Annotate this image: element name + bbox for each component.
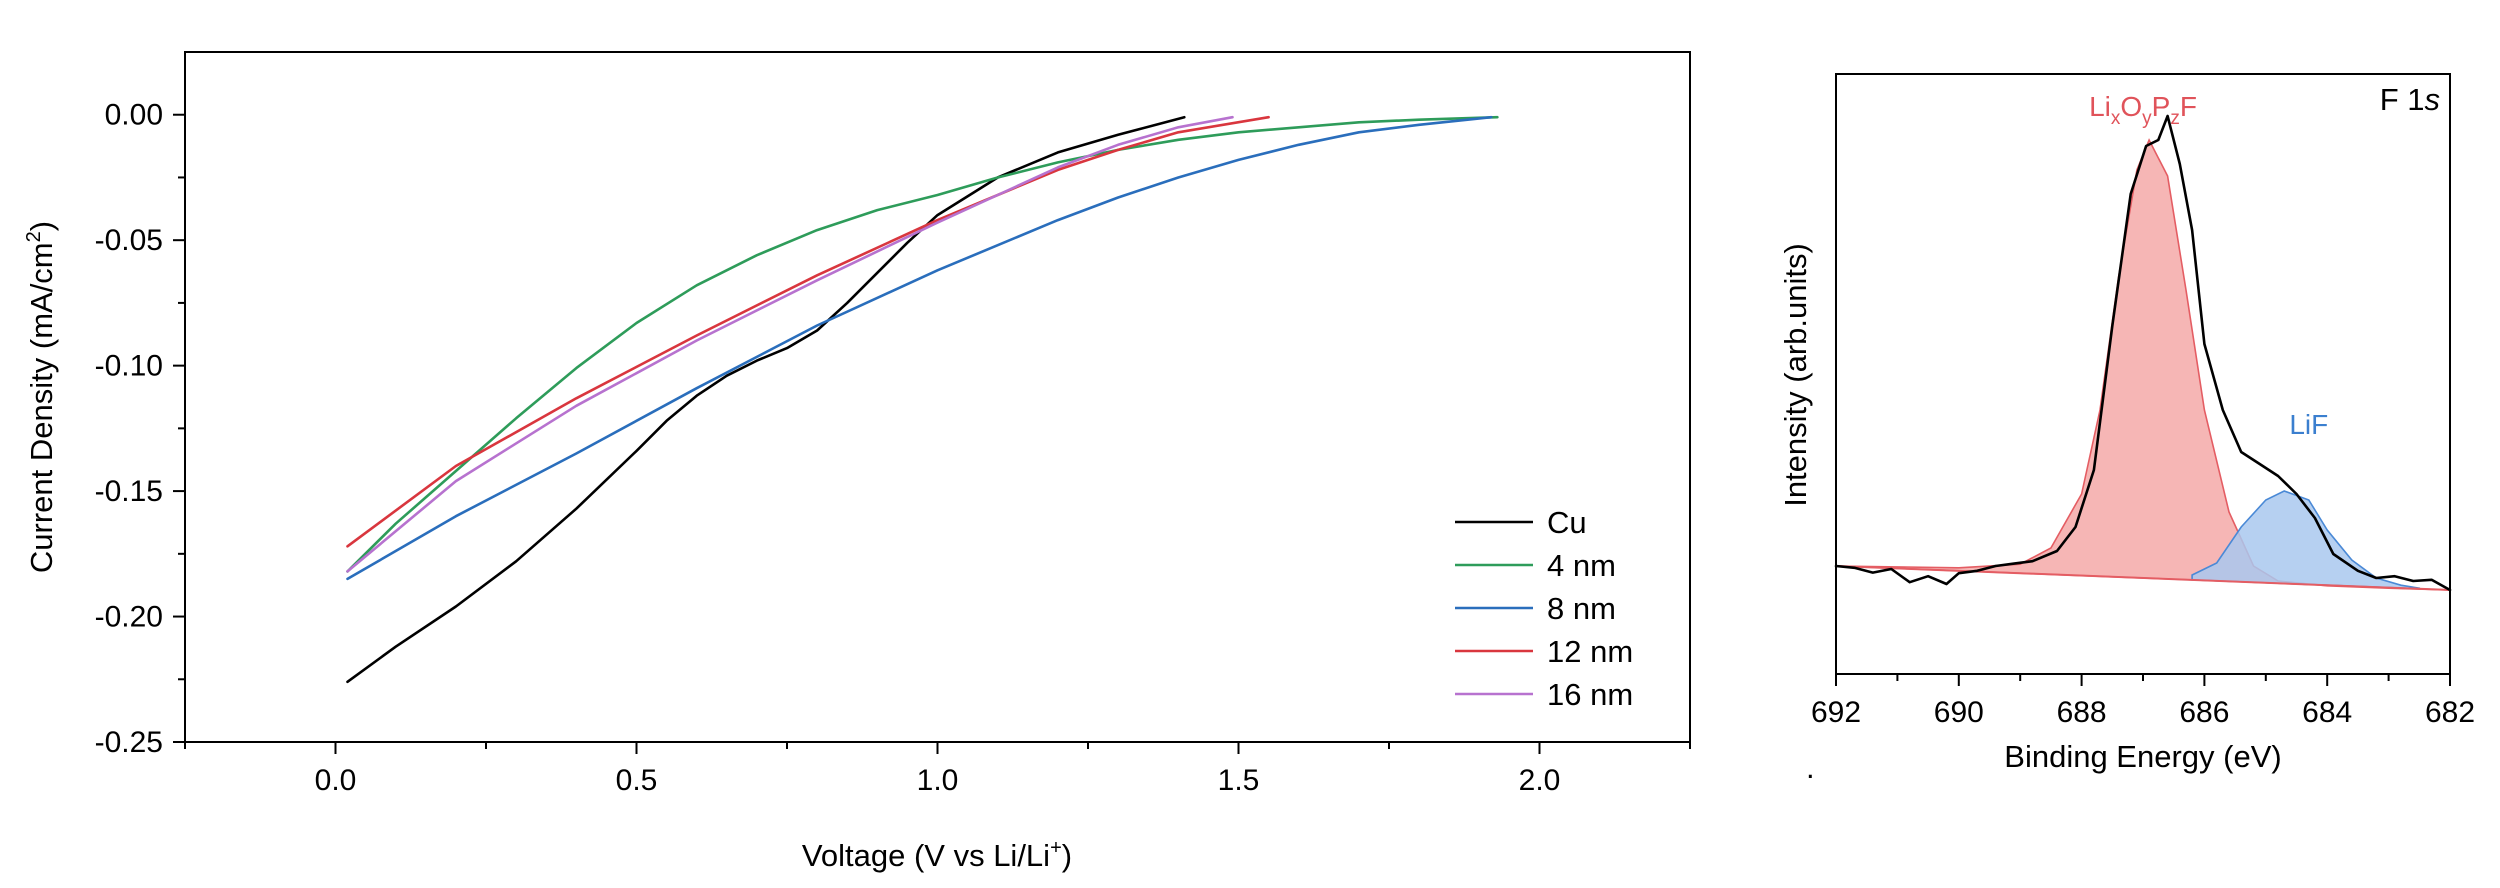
left-y-tick-label: 0.00 <box>105 99 163 132</box>
legend-label: 12 nm <box>1547 634 1633 669</box>
left-y-axis-title-sup: 2 <box>23 231 45 242</box>
peak-label: LiF <box>2289 409 2328 440</box>
peak-label-part: P <box>2152 91 2171 122</box>
peak-fill-lixoypzf <box>1835 138 2451 591</box>
peak-label-part: O <box>2120 91 2142 122</box>
peak-label-part: Li <box>2089 91 2111 122</box>
legend-label: Cu <box>1547 505 1587 540</box>
right-x-tick-label: 692 <box>1811 696 1861 729</box>
f1s-annotation-italic: s <box>2425 82 2441 117</box>
baseline-line <box>1835 565 2451 591</box>
left-x-tick-label: 2.0 <box>1519 764 1561 797</box>
left-y-tick-label: -0.10 <box>95 350 163 383</box>
footnote-dot: . <box>1806 750 1815 785</box>
right-fills-group <box>1835 138 2451 591</box>
left-x-axis-title-end: ) <box>1062 838 1072 873</box>
peak-label-subscript: z <box>2170 108 2180 129</box>
right-x-tick-label: 690 <box>1934 696 1984 729</box>
left-plot-frame <box>184 51 1691 743</box>
left-x-axis-title: Voltage (V vs Li/Li+) <box>802 837 1072 873</box>
right-x-tick-label: 682 <box>2425 696 2475 729</box>
legend-label: 4 nm <box>1547 548 1616 583</box>
right-x-ticks: 692 690 688 686 684 682 <box>1811 674 2475 729</box>
right-x-axis-title: Binding Energy (eV) <box>2004 739 2281 774</box>
left-y-ticks: 0.00 -0.05 -0.10 -0.15 -0.20 -0.25 <box>95 99 185 759</box>
raw-spectrum-line <box>1834 114 2452 592</box>
right-x-tick-label: 686 <box>2179 696 2229 729</box>
left-y-tick-label: -0.25 <box>95 726 163 759</box>
left-y-tick-label: -0.20 <box>95 601 163 634</box>
f1s-annotation-main: F 1 <box>2380 82 2425 117</box>
series-line-12-nm <box>346 115 1270 548</box>
series-line-4-nm <box>346 115 1499 573</box>
f1s-annotation: F 1s <box>2380 82 2440 117</box>
left-y-tick-label: -0.15 <box>95 475 163 508</box>
left-x-axis-title-main: Voltage (V vs Li/Li <box>802 838 1050 873</box>
left-x-ticks: 0.0 0.5 1.0 1.5 2.0 <box>184 742 1691 797</box>
left-x-axis-title-sup: + <box>1050 837 1062 859</box>
peak-label: LixOyPzF <box>2089 91 2197 129</box>
xps-f1s-plot: 692 690 688 686 684 682 Intensity (arb.units)… <box>1778 73 2475 774</box>
left-x-tick-label: 0.0 <box>315 764 357 797</box>
right-x-tick-label: 684 <box>2302 696 2352 729</box>
series-line-cu <box>346 115 1186 684</box>
left-y-axis-title-main: Current Density (mA/cm <box>24 242 59 573</box>
left-x-tick-label: 1.0 <box>917 764 959 797</box>
left-x-tick-label: 0.5 <box>616 764 658 797</box>
left-y-axis-title-end: ) <box>24 221 59 231</box>
series-line-16-nm <box>346 115 1234 573</box>
right-x-tick-label: 688 <box>2057 696 2107 729</box>
current-density-plot: 0.00 -0.05 -0.10 -0.15 -0.20 -0.25 0.0 0.5 1.0 1… <box>23 51 1691 873</box>
left-x-tick-label: 1.5 <box>1218 764 1260 797</box>
peak-label-subscript: y <box>2142 108 2152 129</box>
legend: Cu 4 nm 8 nm 12 nm 16 nm <box>1455 505 1633 712</box>
left-series-group <box>346 115 1499 684</box>
left-y-tick-label: -0.05 <box>95 224 163 257</box>
series-line-8-nm <box>346 115 1493 581</box>
peak-label-part: F <box>2180 91 2197 122</box>
legend-label: 16 nm <box>1547 677 1633 712</box>
left-y-axis-title: Current Density (mA/cm2) <box>23 221 59 573</box>
peak-label-subscript: x <box>2111 108 2121 129</box>
legend-label: 8 nm <box>1547 591 1616 626</box>
right-y-axis-title: Intensity (arb.units) <box>1778 243 1813 507</box>
right-envelope-group <box>1834 114 2452 592</box>
